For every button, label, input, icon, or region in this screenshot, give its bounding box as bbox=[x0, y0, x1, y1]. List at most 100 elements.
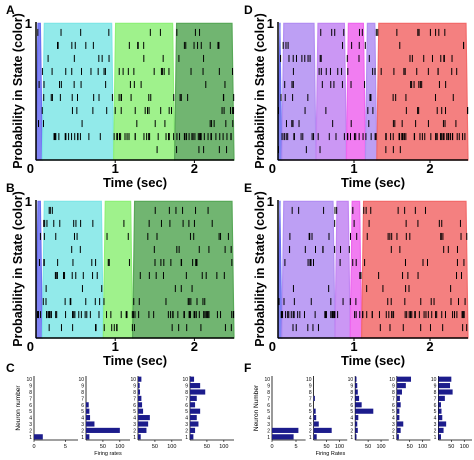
neuron-tick-label: 1 bbox=[434, 435, 437, 441]
neuron-tick-label: 10 bbox=[431, 377, 437, 383]
x-tick-label: 1 bbox=[112, 339, 119, 354]
firing-rate-bar bbox=[438, 434, 441, 440]
firing-rate-bar bbox=[86, 434, 90, 440]
neuron-tick-label: 5 bbox=[309, 409, 312, 415]
neuron-tick-label: 6 bbox=[81, 403, 84, 409]
firing-rate-bar bbox=[34, 434, 43, 440]
x-tick-label: 1 bbox=[350, 161, 357, 176]
x-tick-label: 100 bbox=[167, 444, 176, 450]
neuron-tick-label: 9 bbox=[350, 384, 353, 390]
firing-rate-bar bbox=[138, 434, 141, 440]
neuron-tick-label: 7 bbox=[392, 396, 395, 402]
firing-rate-bar bbox=[355, 427, 358, 433]
neuron-tick-label: 5 bbox=[350, 409, 353, 415]
firing-rate-bar bbox=[272, 434, 294, 440]
y-tick-label: 0 bbox=[27, 161, 34, 176]
x-tick-label: 100 bbox=[335, 444, 344, 450]
y-axis-label: Probability in State (color) bbox=[253, 191, 267, 347]
x-axis-label: Time (sec) bbox=[341, 175, 405, 190]
neuron-tick-label: 3 bbox=[29, 422, 32, 428]
firing-rate-bar bbox=[86, 415, 91, 421]
neuron-tick-label: 2 bbox=[392, 428, 395, 434]
firing-rate-bar bbox=[190, 383, 201, 389]
firing-rate-bar bbox=[355, 415, 359, 421]
panel-letter: A bbox=[6, 3, 15, 17]
neuron-tick-label: 8 bbox=[434, 390, 437, 396]
neuron-tick-label: 1 bbox=[350, 435, 353, 441]
neuron-tick-label: 4 bbox=[133, 416, 136, 422]
neuron-tick-label: 3 bbox=[350, 422, 353, 428]
y-axis-label: Neuron number bbox=[15, 385, 22, 431]
x-tick-label: 0 bbox=[32, 444, 35, 450]
firing-rate-bar bbox=[313, 427, 332, 433]
x-axis-label: Time (sec) bbox=[341, 353, 405, 368]
neuron-tick-label: 2 bbox=[350, 428, 353, 434]
neuron-tick-label: 7 bbox=[133, 396, 136, 402]
x-tick-label: 50 bbox=[204, 444, 210, 450]
firing-rate-bar bbox=[438, 376, 452, 382]
neuron-tick-label: 4 bbox=[434, 416, 437, 422]
x-tick-label: 100 bbox=[115, 444, 124, 450]
neuron-tick-label: 6 bbox=[133, 403, 136, 409]
firing-rate-bar bbox=[190, 402, 196, 408]
firing-rate-bar bbox=[138, 408, 144, 414]
neuron-tick-label: 6 bbox=[350, 403, 353, 409]
firing-rate-bar bbox=[396, 421, 404, 427]
firing-rate-bar bbox=[190, 434, 194, 440]
x-axis-label: Firing Rates bbox=[316, 451, 346, 457]
firing-rate-bar bbox=[438, 395, 445, 401]
y-axis-label: Probability in State (color) bbox=[11, 13, 25, 169]
x-tick-label: 50 bbox=[407, 444, 413, 450]
firing-rate-bar bbox=[396, 427, 401, 433]
firing-rate-bar bbox=[86, 421, 95, 427]
firing-rate-bar bbox=[313, 415, 317, 421]
x-tick-label: 50 bbox=[100, 444, 106, 450]
y-tick-label: 0 bbox=[27, 339, 34, 354]
firing-rate-bar bbox=[138, 383, 140, 389]
neuron-tick-label: 3 bbox=[392, 422, 395, 428]
firing-rate-bar bbox=[190, 421, 199, 427]
neuron-tick-label: 9 bbox=[81, 384, 84, 390]
neuron-tick-label: 5 bbox=[185, 409, 188, 415]
neuron-tick-label: 8 bbox=[81, 390, 84, 396]
x-tick-label: 50 bbox=[448, 444, 454, 450]
firing-rate-bar bbox=[190, 415, 197, 421]
firing-rate-bar bbox=[86, 402, 89, 408]
x-tick-label: 100 bbox=[219, 444, 228, 450]
state-block bbox=[102, 200, 134, 339]
x-tick-label: 100 bbox=[460, 444, 469, 450]
neuron-tick-label: 2 bbox=[81, 428, 84, 434]
neuron-tick-label: 1 bbox=[309, 435, 312, 441]
y-tick-label: 1 bbox=[25, 16, 32, 31]
firing-rate-bar bbox=[396, 395, 400, 401]
firing-rate-bar bbox=[138, 376, 142, 382]
panel-letter: E bbox=[244, 181, 252, 195]
neuron-tick-label: 4 bbox=[185, 416, 188, 422]
neuron-tick-label: 10 bbox=[78, 377, 84, 383]
x-tick-label: 2 bbox=[191, 339, 198, 354]
firing-rate-bar bbox=[313, 408, 316, 414]
panel-letter: F bbox=[244, 361, 251, 375]
firing-rate-bar bbox=[438, 421, 447, 427]
neuron-tick-label: 3 bbox=[309, 422, 312, 428]
x-tick-label: 100 bbox=[418, 444, 427, 450]
neuron-tick-label: 5 bbox=[133, 409, 136, 415]
neuron-tick-label: 5 bbox=[267, 409, 270, 415]
neuron-tick-label: 6 bbox=[267, 403, 270, 409]
neuron-tick-label: 8 bbox=[309, 390, 312, 396]
neuron-tick-label: 9 bbox=[29, 384, 32, 390]
state-panel-E: E 1 0 1 2 Time (sec) Probability in State (col… bbox=[244, 181, 469, 368]
neuron-tick-label: 6 bbox=[392, 403, 395, 409]
neuron-tick-label: 3 bbox=[185, 422, 188, 428]
neuron-tick-label: 3 bbox=[434, 422, 437, 428]
neuron-tick-label: 10 bbox=[130, 377, 136, 383]
neuron-tick-label: 6 bbox=[309, 403, 312, 409]
neuron-tick-label: 10 bbox=[306, 377, 312, 383]
firing-rate-bar bbox=[138, 427, 147, 433]
neuron-tick-label: 2 bbox=[185, 428, 188, 434]
